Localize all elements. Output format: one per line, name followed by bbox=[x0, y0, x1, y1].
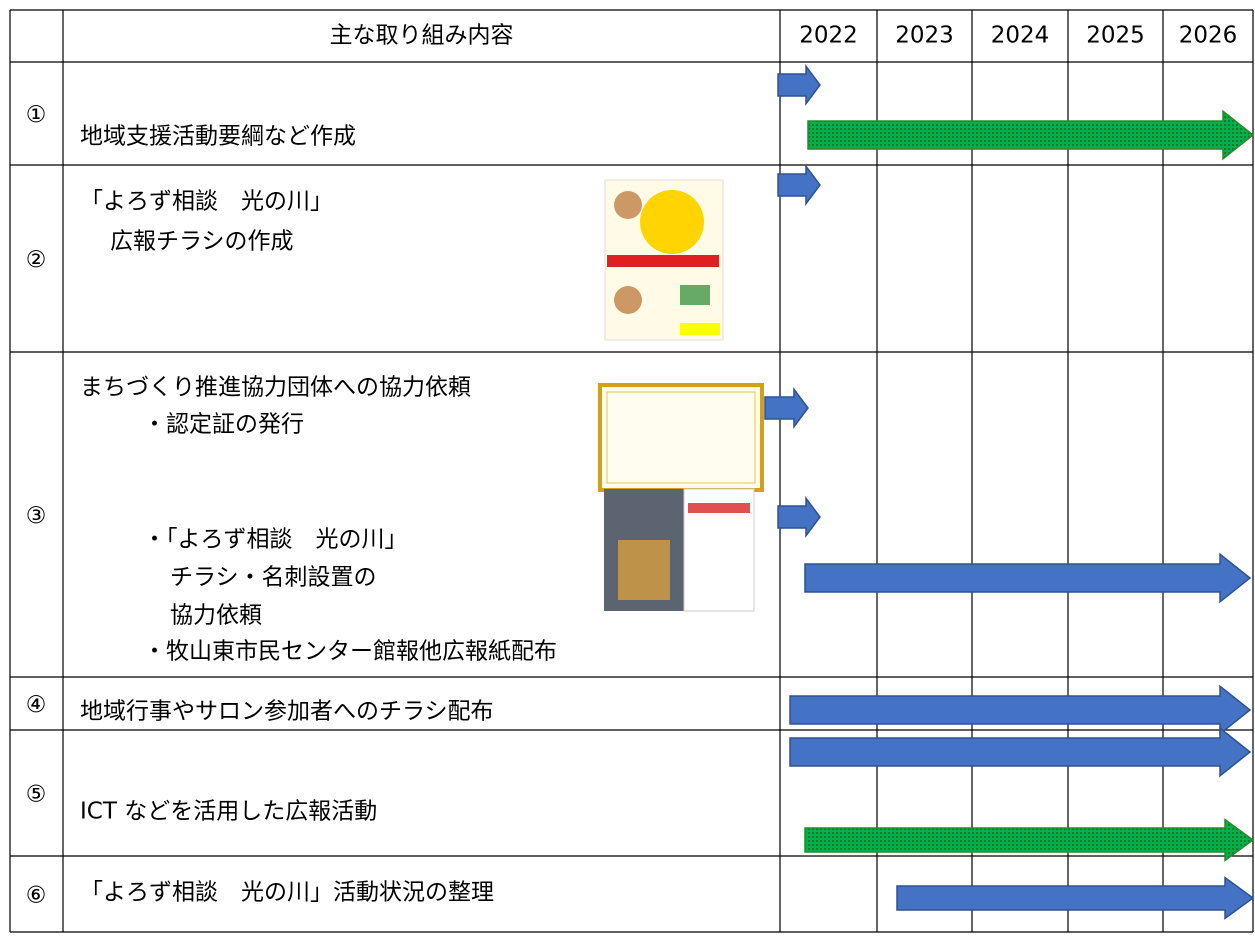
arrow bbox=[807, 109, 1255, 161]
arrow bbox=[804, 552, 1252, 604]
arrow bbox=[789, 684, 1252, 736]
row-number: ② bbox=[26, 247, 47, 273]
row-text: 広報チラシの作成 bbox=[110, 229, 294, 255]
row-number: ① bbox=[26, 102, 47, 128]
column-header: 2026 bbox=[1179, 23, 1238, 49]
row-text: 「よろず相談 光の川」 bbox=[80, 189, 333, 215]
column-header: 2024 bbox=[991, 23, 1050, 49]
arrow bbox=[777, 496, 821, 538]
arrow bbox=[777, 64, 821, 106]
grid bbox=[9, 9, 1254, 933]
row-text: ・「よろず相談 光の川」 bbox=[143, 527, 408, 553]
column-header: 2022 bbox=[799, 23, 858, 49]
arrow bbox=[896, 876, 1255, 920]
row-text: 協力依頼 bbox=[170, 603, 262, 629]
arrow bbox=[789, 726, 1252, 778]
row-text: ICT などを活用した広報活動 bbox=[80, 799, 377, 825]
business-card-image bbox=[604, 488, 755, 612]
arrow bbox=[764, 387, 809, 429]
row-text: 地域支援活動要綱など作成 bbox=[80, 124, 356, 150]
row-number: ⑥ bbox=[26, 883, 47, 909]
certificate-image bbox=[598, 383, 764, 492]
row-number: ③ bbox=[26, 503, 47, 529]
column-header: 主な取り組み内容 bbox=[330, 23, 514, 49]
column-header: 2025 bbox=[1086, 23, 1145, 49]
arrow bbox=[777, 164, 821, 206]
row-number: ⑤ bbox=[26, 782, 47, 808]
row-text: まちづくり推進協力団体への協力依頼 bbox=[80, 375, 471, 401]
column-header: 2023 bbox=[895, 23, 954, 49]
arrow bbox=[804, 818, 1255, 862]
row-text: ・認定証の発行 bbox=[143, 412, 304, 438]
row-text: 「よろず相談 光の川」活動状況の整理 bbox=[80, 880, 494, 906]
row-number: ④ bbox=[26, 692, 47, 718]
flyer-image bbox=[604, 179, 724, 341]
row-text: チラシ・名刺設置の bbox=[170, 565, 377, 591]
row-text: 地域行事やサロン参加者へのチラシ配布 bbox=[80, 699, 494, 725]
row-text: ・牧山東市民センター館報他広報紙配布 bbox=[143, 639, 557, 665]
